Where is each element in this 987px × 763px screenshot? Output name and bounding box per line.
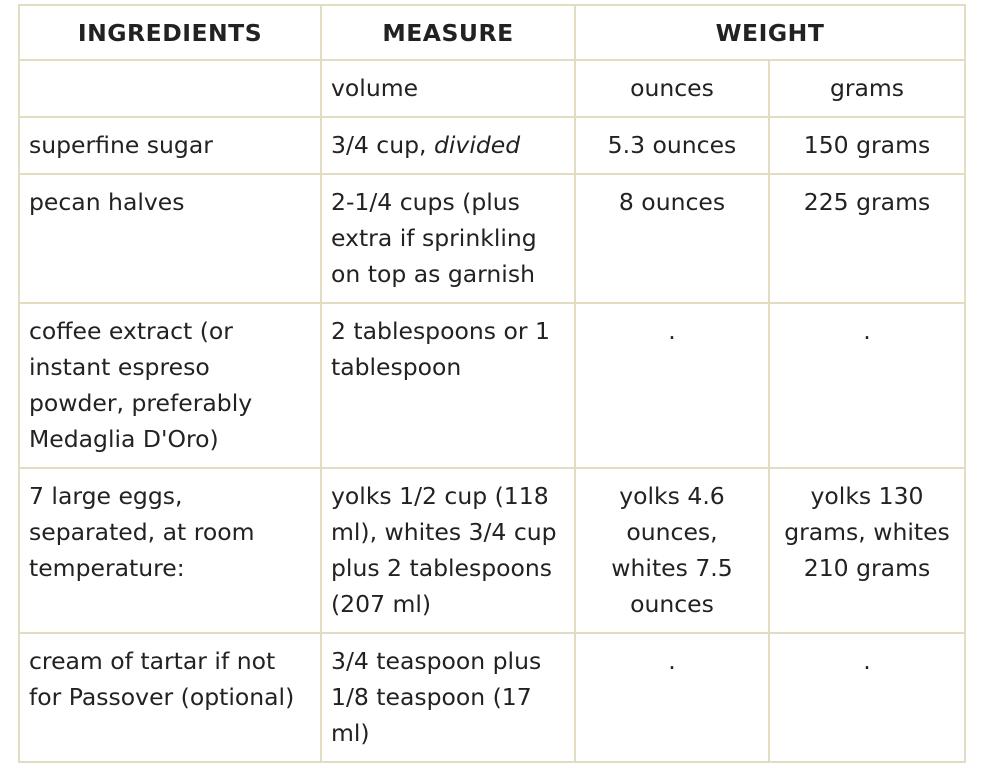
measure-cell: 2 tablespoons or 1 tablespoon xyxy=(320,302,576,469)
grams-cell: yolks 130 grams, whites 210 grams xyxy=(768,467,966,634)
table-row: coffee extract (or instant espreso powde… xyxy=(18,302,966,469)
ingredient-cell: coffee extract (or instant espreso powde… xyxy=(18,302,322,469)
measure-cell: 3/4 teaspoon plus 1/8 teaspoon (17 ml) xyxy=(320,632,576,763)
ingredient-cell: pecan halves xyxy=(18,173,322,304)
measure-cell: 3/4 cup, divided xyxy=(320,116,576,175)
subheader-ingredients xyxy=(18,59,322,118)
ingredient-cell: superfine sugar xyxy=(18,116,322,175)
subheader-volume: volume xyxy=(320,59,576,118)
ounces-cell: 5.3 ounces xyxy=(574,116,770,175)
subheader-ounces: ounces xyxy=(574,59,770,118)
ounces-cell: . xyxy=(574,632,770,763)
grams-cell: . xyxy=(768,302,966,469)
measure-note: divided xyxy=(433,131,521,159)
header-measure: MEASURE xyxy=(320,4,576,61)
subheader-row: volume ounces grams xyxy=(18,59,966,118)
table-row: 7 large eggs, separated, at room tempera… xyxy=(18,467,966,634)
measure-text: 3/4 cup, xyxy=(331,131,434,159)
table-row: cream of tartar if not for Passover (opt… xyxy=(18,632,966,763)
header-row: INGREDIENTS MEASURE WEIGHT xyxy=(18,4,966,61)
header-weight: WEIGHT xyxy=(574,4,966,61)
subheader-grams: grams xyxy=(768,59,966,118)
measure-cell: yolks 1/2 cup (118 ml), whites 3/4 cup p… xyxy=(320,467,576,634)
table-row: pecan halves 2-1/4 cups (plus extra if s… xyxy=(18,173,966,304)
ingredient-cell: cream of tartar if not for Passover (opt… xyxy=(18,632,322,763)
ounces-cell: yolks 4.6 ounces, whites 7.5 ounces xyxy=(574,467,770,634)
ingredients-table: INGREDIENTS MEASURE WEIGHT volume ounces… xyxy=(18,4,966,763)
ounces-cell: . xyxy=(574,302,770,469)
ounces-cell: 8 ounces xyxy=(574,173,770,304)
grams-cell: . xyxy=(768,632,966,763)
ingredient-cell: 7 large eggs, separated, at room tempera… xyxy=(18,467,322,634)
measure-cell: 2-1/4 cups (plus extra if sprinkling on … xyxy=(320,173,576,304)
grams-cell: 225 grams xyxy=(768,173,966,304)
table-row: superfine sugar 3/4 cup, divided 5.3 oun… xyxy=(18,116,966,175)
grams-cell: 150 grams xyxy=(768,116,966,175)
header-ingredients: INGREDIENTS xyxy=(18,4,322,61)
